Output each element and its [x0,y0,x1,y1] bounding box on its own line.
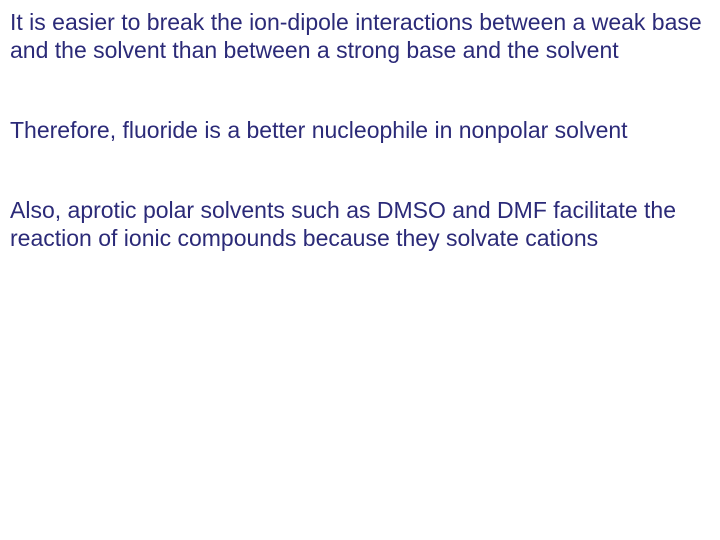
paragraph-1: It is easier to break the ion-dipole int… [10,8,710,64]
paragraph-3: Also, aprotic polar solvents such as DMS… [10,196,710,252]
slide: It is easier to break the ion-dipole int… [0,0,720,540]
paragraph-2: Therefore, fluoride is a better nucleoph… [10,116,710,144]
